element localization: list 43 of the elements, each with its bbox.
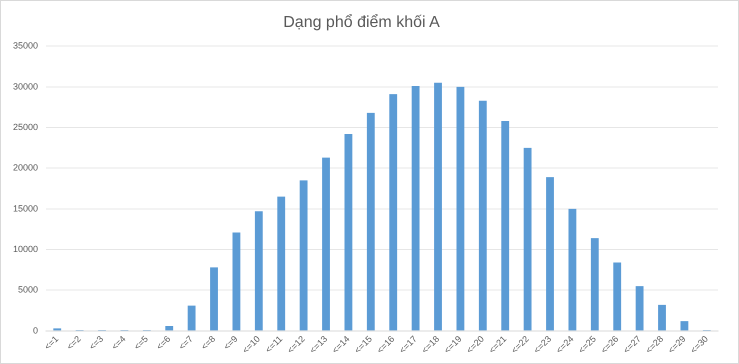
y-tick-label: 15000 — [12, 203, 38, 214]
bar — [165, 326, 174, 330]
bar — [277, 196, 286, 330]
x-tick-label: <=9 — [222, 334, 240, 352]
bar — [501, 121, 510, 330]
y-tick-label: 20000 — [12, 162, 38, 173]
y-tick-label: 35000 — [12, 40, 38, 51]
bar — [590, 238, 599, 330]
bar — [434, 82, 442, 330]
bar — [412, 86, 420, 330]
bar — [188, 306, 196, 330]
x-tick-label: <=6 — [154, 334, 172, 352]
bar — [366, 112, 375, 330]
x-tick-label: <=4 — [110, 334, 128, 352]
y-tick-label: 25000 — [12, 122, 38, 132]
bar — [254, 211, 263, 330]
x-tick-label: <=3 — [87, 334, 106, 352]
x-tick-label: <=1 — [42, 334, 60, 352]
bar — [456, 86, 464, 330]
bar — [568, 208, 576, 330]
y-tick-label: 30000 — [12, 81, 38, 92]
y-tick-label: 0 — [33, 325, 38, 336]
bar — [210, 267, 218, 330]
x-tick-label: <=8 — [199, 334, 218, 352]
bar — [389, 94, 398, 330]
bar — [613, 262, 622, 330]
chart-title: Dạng phổ điểm khối A — [283, 14, 440, 32]
x-tick-label: <=5 — [132, 334, 150, 352]
x-tick-label: <=7 — [176, 334, 195, 352]
bar — [658, 304, 666, 330]
bar — [232, 232, 240, 330]
bar — [680, 321, 688, 330]
bar — [478, 100, 487, 330]
bar — [636, 286, 644, 330]
bar — [300, 180, 308, 330]
x-tick-label: <=2 — [64, 334, 83, 352]
bar — [344, 134, 352, 330]
x-tick-label: <=11 — [263, 334, 284, 355]
bar — [546, 177, 554, 330]
bar — [322, 158, 330, 330]
y-tick-label: 5000 — [18, 284, 38, 295]
bar — [524, 148, 532, 330]
y-tick-label: 10000 — [12, 244, 38, 254]
